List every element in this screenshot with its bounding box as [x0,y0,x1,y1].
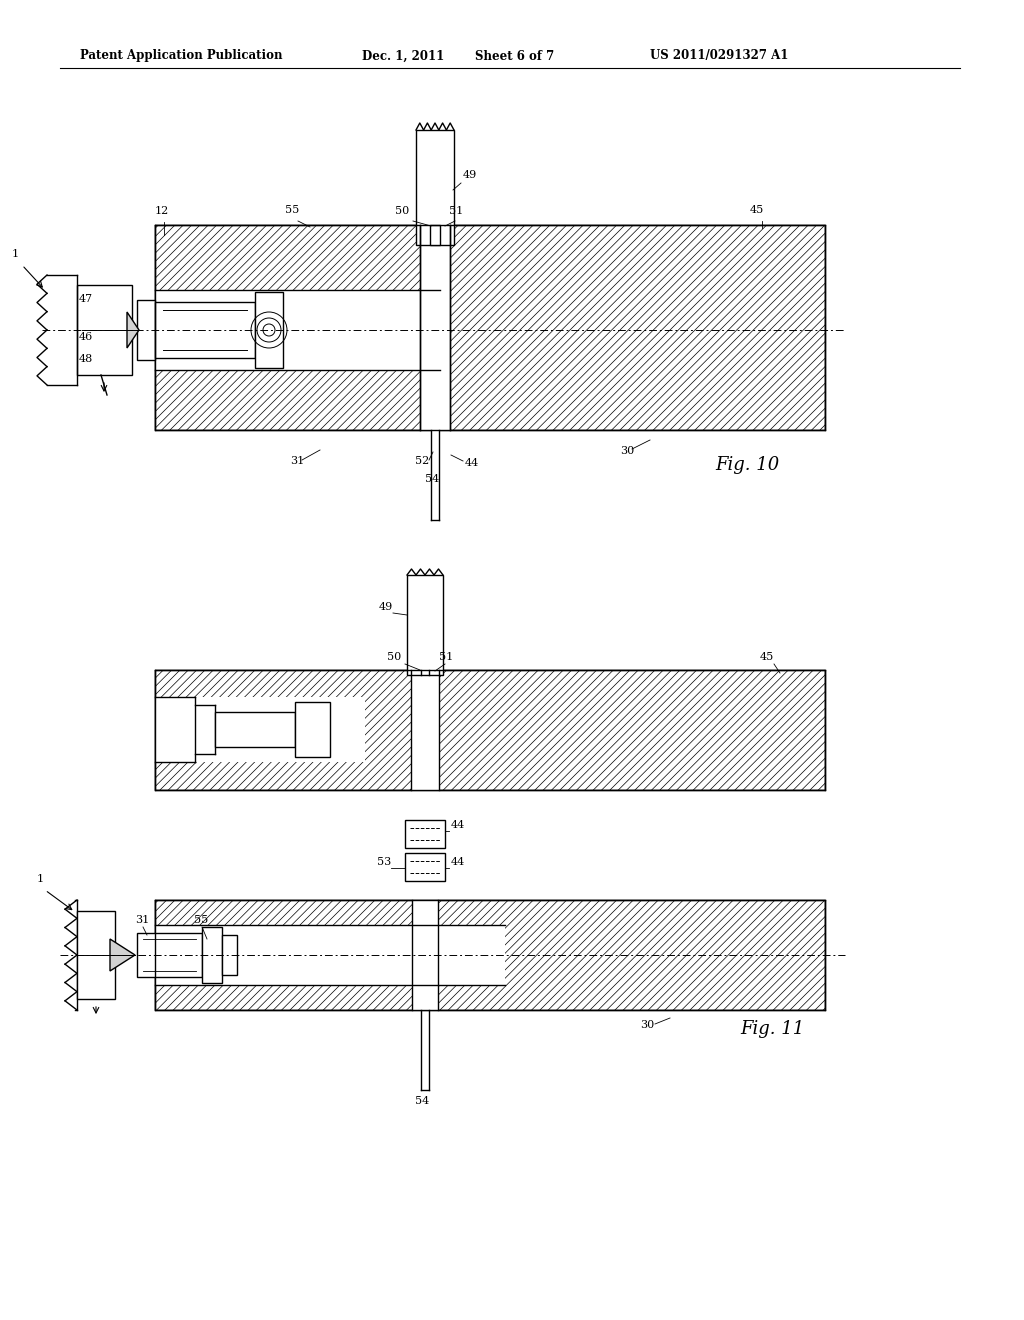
Bar [155,900,825,1010]
Text: 45: 45 [750,205,764,215]
Text: 30: 30 [620,446,634,455]
Text: 31: 31 [290,455,304,466]
Bar [77,285,132,375]
Bar [137,300,155,360]
Bar [155,224,825,430]
Bar [412,900,438,1010]
Text: 45: 45 [760,652,774,663]
Bar [431,425,439,436]
Text: 48: 48 [79,354,93,364]
Text: 54: 54 [415,1096,429,1106]
Bar [430,224,440,246]
Bar [295,702,330,756]
Bar [155,671,825,789]
Bar [222,935,237,975]
Text: 44: 44 [451,857,465,867]
Text: 44: 44 [451,820,465,830]
Text: 54: 54 [425,474,439,484]
Bar [155,302,255,358]
Bar [407,576,443,675]
Bar [137,933,202,977]
Bar [155,900,825,1010]
Text: 53: 53 [377,857,391,867]
Text: 44: 44 [465,458,479,469]
Polygon shape [110,939,135,972]
Text: 1: 1 [37,874,44,884]
Text: 50: 50 [395,206,410,216]
Text: 55: 55 [194,915,208,925]
Text: 55: 55 [285,205,299,215]
Bar [406,820,445,847]
Text: 51: 51 [439,652,454,663]
Text: Patent Application Publication: Patent Application Publication [80,49,283,62]
Text: 12: 12 [155,206,169,216]
Bar [155,671,825,789]
Bar [155,697,365,762]
Text: 47: 47 [79,294,93,304]
Text: 49: 49 [379,602,393,612]
Bar [255,292,283,368]
Text: 30: 30 [640,1020,654,1030]
Bar [202,927,222,983]
Text: 51: 51 [449,206,463,216]
Text: 46: 46 [79,333,93,342]
Text: 50: 50 [387,652,401,663]
Bar [77,911,115,999]
Bar [406,853,445,880]
Bar [420,224,450,430]
Text: Sheet 6 of 7: Sheet 6 of 7 [475,49,554,62]
Bar [155,290,440,370]
Text: 1: 1 [12,249,19,259]
Polygon shape [127,312,139,348]
Text: Dec. 1, 2011: Dec. 1, 2011 [362,49,444,62]
Bar [155,925,505,985]
Text: Fig. 11: Fig. 11 [740,1020,804,1038]
Bar [155,224,825,430]
Bar [416,129,454,246]
Text: US 2011/0291327 A1: US 2011/0291327 A1 [650,49,788,62]
Text: 52: 52 [415,455,429,466]
Bar [215,711,295,747]
Bar [411,671,439,789]
Text: 31: 31 [135,915,150,925]
Text: Fig. 10: Fig. 10 [715,455,779,474]
Text: 49: 49 [463,170,477,180]
